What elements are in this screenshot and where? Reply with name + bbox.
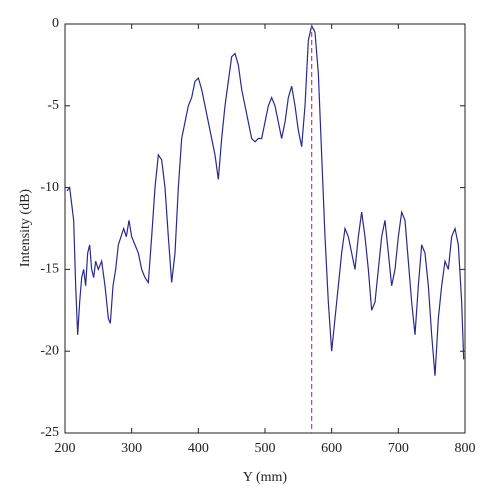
x-tick-label: 400 bbox=[188, 441, 209, 456]
y-tick-label: -15 bbox=[40, 262, 59, 277]
x-tick-label: 200 bbox=[55, 441, 76, 456]
y-tick-label: -25 bbox=[40, 425, 59, 440]
x-tick-label: 500 bbox=[255, 441, 276, 456]
y-tick-label: -20 bbox=[40, 343, 59, 358]
y-tick-label: -10 bbox=[40, 180, 59, 195]
x-tick-label: 800 bbox=[455, 441, 476, 456]
y-tick-label: -5 bbox=[47, 98, 59, 113]
x-tick-label: 700 bbox=[388, 441, 409, 456]
x-tick-label: 600 bbox=[321, 441, 342, 456]
plot-frame bbox=[64, 23, 466, 434]
data-line bbox=[66, 23, 465, 376]
y-axis-label: Intensity (dB) bbox=[18, 189, 33, 267]
x-axis-label: Y (mm) bbox=[243, 470, 288, 485]
x-tick-label: 300 bbox=[121, 441, 142, 456]
y-tick-label: 0 bbox=[52, 16, 59, 31]
